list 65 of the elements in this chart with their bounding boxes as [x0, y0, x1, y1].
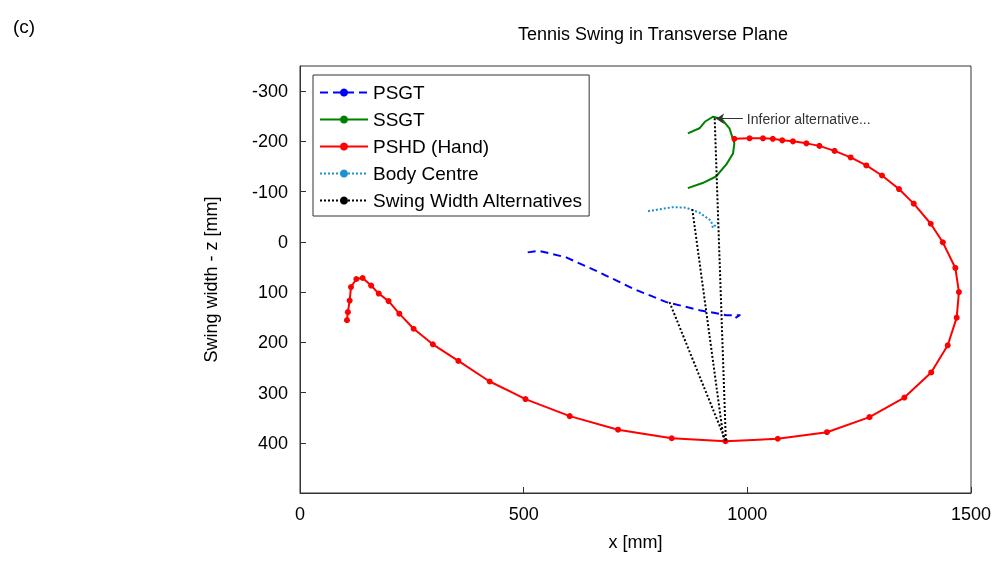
legend-label: PSHD (Hand): [373, 136, 490, 157]
point: [760, 135, 766, 142]
point: [789, 138, 796, 145]
x-tick-label: 1500: [950, 504, 992, 524]
y-axis-title: Swing width - z [mm]: [201, 196, 221, 363]
point: [668, 435, 675, 442]
y-tick-label: 400: [257, 432, 288, 453]
y-tick-label: 0: [277, 231, 288, 252]
point: [823, 429, 830, 436]
point: [731, 135, 738, 142]
point: [939, 239, 946, 246]
point: [878, 172, 885, 179]
point: [816, 142, 823, 149]
line-series: [343, 135, 962, 445]
point: [346, 297, 353, 304]
legend-label: PSGT: [373, 82, 426, 103]
x-tick-label: 1000: [727, 504, 768, 524]
text: (c): [13, 16, 36, 37]
point: [927, 220, 934, 227]
point: [522, 396, 529, 403]
point: [774, 435, 781, 442]
point: [944, 342, 951, 349]
y-tick-label: 200: [257, 332, 288, 353]
legend-label: SSGT: [373, 109, 426, 130]
point: [455, 357, 462, 364]
point: [866, 414, 873, 421]
y-tick-label: -200: [251, 131, 288, 152]
x-axis-title: x [mm]: [608, 532, 663, 552]
y-tick-label: -100: [251, 181, 288, 202]
point: [953, 314, 960, 321]
point: [803, 140, 810, 147]
y-tick-label: 300: [257, 382, 288, 403]
point: [769, 135, 776, 142]
x-tick-label: 500: [508, 504, 539, 524]
point: [928, 369, 935, 376]
y-tick-label: 100: [257, 282, 288, 303]
point: [344, 309, 351, 316]
point: [615, 426, 622, 433]
legend-label: Body Centre: [373, 163, 479, 184]
chart-title: Tennis Swing in Transverse Plane: [517, 24, 789, 44]
legend-label: Swing Width Alternatives: [373, 190, 583, 211]
line-series: [526, 249, 741, 320]
line-series: [647, 206, 719, 229]
point: [910, 200, 917, 207]
point: [955, 289, 962, 296]
point: [429, 341, 436, 348]
x-tick-label: 0: [294, 504, 306, 524]
point: [368, 282, 375, 289]
point: [895, 186, 902, 193]
point: [566, 413, 573, 420]
point: [901, 394, 908, 401]
point: [847, 154, 854, 161]
y-tick-label: -300: [251, 81, 288, 102]
point: [343, 317, 350, 324]
point: [410, 325, 417, 332]
point: [746, 135, 753, 142]
point: [779, 137, 786, 144]
point: [385, 298, 392, 305]
point: [353, 276, 360, 282]
point: [952, 264, 959, 271]
annotation: Inferior alternative...: [746, 110, 871, 127]
point: [348, 284, 354, 291]
point: [359, 274, 366, 281]
point: [831, 147, 838, 154]
point: [396, 310, 403, 317]
